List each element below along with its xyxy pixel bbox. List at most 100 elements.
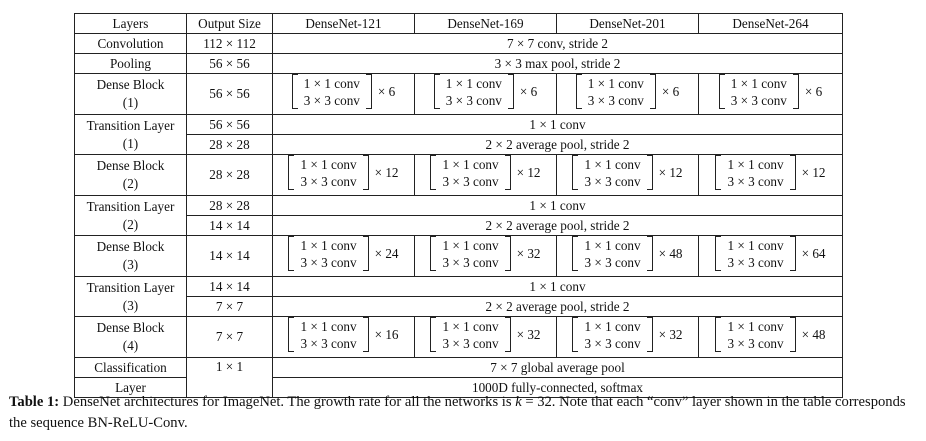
repeat-multiplier: × 6	[377, 83, 396, 99]
output-size: 112 × 112	[186, 33, 273, 54]
output-size: 7 × 7	[186, 296, 273, 317]
layer-name-line-1: Transition Layer	[86, 198, 175, 214]
output-size: 14 × 14	[186, 276, 273, 297]
row-transition-layer-2-a: Transition Layer (2) 28 × 28 1 × 1 conv	[74, 195, 843, 236]
conv-1x1: 1 × 1 conv	[584, 318, 641, 334]
row-transition-layer-1-b: 28 × 28 2 × 2 average pool, stride 2	[75, 134, 843, 155]
block-cell-densenet-121: 1 × 1 conv 3 × 3 conv × 16	[272, 316, 415, 358]
repeat-multiplier: × 32	[516, 326, 541, 342]
conv-1x1: 1 × 1 conv	[300, 156, 357, 172]
conv-3x3: 3 × 3 conv	[300, 173, 357, 189]
row-dense-block-4: Dense Block (4) 7 × 7 1 × 1 conv 3 × 3 co…	[74, 316, 843, 358]
layer-spec: 2 × 2 average pool, stride 2	[272, 296, 843, 317]
repeat-multiplier: × 48	[658, 245, 683, 261]
layer-name-line-1: Dense Block	[96, 77, 165, 92]
layer-spec: 7 × 7 conv, stride 2	[272, 33, 843, 54]
repeat-multiplier: × 6	[519, 83, 538, 99]
conv-1x1: 1 × 1 conv	[442, 318, 499, 334]
conv-1x1: 1 × 1 conv	[300, 318, 357, 334]
layer-name: Pooling	[74, 53, 187, 74]
layer-name: Dense Block (4)	[74, 316, 187, 358]
layer-name-line-1: Classification	[74, 357, 187, 378]
block-cell-densenet-264: 1 × 1 conv 3 × 3 conv × 64	[698, 235, 843, 277]
block-cell-densenet-201: 1 × 1 conv 3 × 3 conv × 48	[556, 235, 699, 277]
repeat-multiplier: × 16	[374, 326, 399, 342]
block-cell-densenet-169: 1 × 1 conv 3 × 3 conv × 12	[414, 154, 557, 196]
block-cell-densenet-169: 1 × 1 conv 3 × 3 conv × 6	[414, 73, 557, 115]
conv-3x3: 3 × 3 conv	[584, 335, 641, 351]
block-cell-densenet-169: 1 × 1 conv 3 × 3 conv × 32	[414, 235, 557, 277]
block-cell-densenet-121: 1 × 1 conv 3 × 3 conv × 6	[272, 73, 415, 115]
conv-3x3: 3 × 3 conv	[300, 335, 357, 351]
output-size: 28 × 28	[186, 195, 273, 216]
repeat-multiplier: × 24	[374, 245, 399, 261]
row-convolution: Convolution 112 × 112 7 × 7 conv, stride…	[74, 33, 843, 54]
block-cell-densenet-201: 1 × 1 conv 3 × 3 conv × 12	[556, 154, 699, 196]
row-dense-block-2: Dense Block (2) 28 × 28 1 × 1 conv 3 × 3 …	[74, 154, 843, 196]
layer-name-line-1: Dense Block	[96, 320, 165, 335]
block-cell-densenet-121: 1 × 1 conv 3 × 3 conv × 12	[272, 154, 415, 196]
layer-name: Transition Layer (1)	[74, 114, 187, 155]
row-transition-layer-2-b: 14 × 14 2 × 2 average pool, stride 2	[75, 215, 843, 236]
repeat-multiplier: × 32	[516, 245, 541, 261]
repeat-multiplier: × 12	[516, 164, 541, 180]
layer-spec: 2 × 2 average pool, stride 2	[272, 215, 843, 236]
repeat-multiplier: × 6	[661, 83, 680, 99]
layer-spec: 1 × 1 conv	[272, 276, 843, 297]
layer-name-line-2: (1)	[122, 95, 139, 110]
output-size: 56 × 56	[186, 114, 273, 135]
layer-name-line-2: (3)	[122, 297, 139, 313]
header-row: Layers Output Size DenseNet-121 DenseNet…	[74, 13, 843, 34]
row-dense-block-1: Dense Block (1) 56 × 56 1 × 1 conv 3 × 3 …	[74, 73, 843, 115]
layer-name: Dense Block (2)	[74, 154, 187, 196]
caption-label: Table 1:	[9, 394, 60, 410]
caption-k-symbol: k	[515, 394, 522, 410]
conv-3x3: 3 × 3 conv	[300, 254, 357, 270]
layer-name-line-1: Transition Layer	[86, 279, 175, 295]
row-dense-block-3: Dense Block (3) 14 × 14 1 × 1 conv 3 × 3 …	[74, 235, 843, 277]
conv-3x3: 3 × 3 conv	[445, 92, 502, 108]
conv-3x3: 3 × 3 conv	[303, 92, 360, 108]
conv-3x3: 3 × 3 conv	[727, 173, 784, 189]
conv-1x1: 1 × 1 conv	[730, 75, 787, 91]
conv-1x1: 1 × 1 conv	[300, 237, 357, 253]
layer-spec: 7 × 7 global average pool	[272, 357, 843, 378]
conv-3x3: 3 × 3 conv	[730, 92, 787, 108]
conv-3x3: 3 × 3 conv	[587, 92, 644, 108]
output-size: 7 × 7	[186, 316, 273, 358]
layer-name-line-2: (4)	[122, 338, 139, 353]
row-pooling: Pooling 56 × 56 3 × 3 max pool, stride 2	[74, 53, 843, 74]
block-cell-densenet-169: 1 × 1 conv 3 × 3 conv × 32	[414, 316, 557, 358]
layer-name: Transition Layer (3)	[74, 276, 187, 317]
repeat-multiplier: × 12	[374, 164, 399, 180]
block-cell-densenet-121: 1 × 1 conv 3 × 3 conv × 24	[272, 235, 415, 277]
layer-name-line-2: (2)	[122, 176, 139, 191]
conv-3x3: 3 × 3 conv	[727, 335, 784, 351]
repeat-multiplier: × 6	[804, 83, 823, 99]
output-size: 14 × 14	[186, 215, 273, 236]
conv-1x1: 1 × 1 conv	[727, 318, 784, 334]
conv-3x3: 3 × 3 conv	[442, 335, 499, 351]
output-size: 28 × 28	[186, 154, 273, 196]
conv-1x1: 1 × 1 conv	[584, 237, 641, 253]
header-output-size: Output Size	[186, 13, 273, 34]
header-densenet-121: DenseNet-121	[272, 13, 415, 34]
layer-spec: 1 × 1 conv	[272, 195, 843, 216]
output-size: 1 × 1	[186, 357, 273, 398]
output-size: 14 × 14	[186, 235, 273, 277]
output-size: 56 × 56	[186, 73, 273, 115]
header-layers: Layers	[74, 13, 187, 34]
layer-name: Transition Layer (2)	[74, 195, 187, 236]
conv-3x3: 3 × 3 conv	[584, 254, 641, 270]
conv-1x1: 1 × 1 conv	[587, 75, 644, 91]
conv-1x1: 1 × 1 conv	[442, 156, 499, 172]
block-cell-densenet-264: 1 × 1 conv 3 × 3 conv × 6	[698, 73, 843, 115]
densenet-architecture-table: Layers Output Size DenseNet-121 DenseNet…	[74, 13, 843, 398]
conv-3x3: 3 × 3 conv	[442, 254, 499, 270]
block-cell-densenet-201: 1 × 1 conv 3 × 3 conv × 6	[556, 73, 699, 115]
layer-name-line-2: (1)	[122, 135, 139, 151]
layer-name-line-1: Dense Block	[96, 158, 165, 173]
conv-1x1: 1 × 1 conv	[303, 75, 360, 91]
layer-name-line-2: (2)	[122, 216, 139, 232]
table-caption: Table 1: DenseNet architectures for Imag…	[9, 392, 921, 434]
